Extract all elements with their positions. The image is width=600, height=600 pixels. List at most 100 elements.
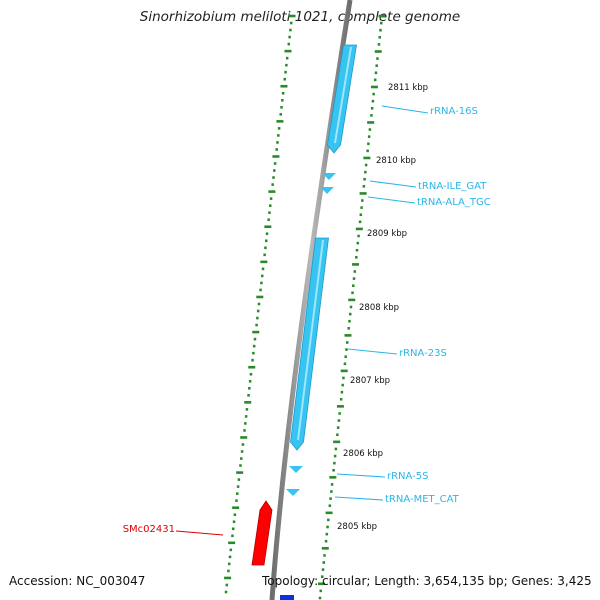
rrna-23s-leader (347, 348, 398, 355)
outer-track-tick (228, 555, 232, 559)
inner-track-tick (340, 390, 344, 394)
inner-track-tick (322, 561, 326, 564)
inner-track-tick (336, 426, 340, 429)
inner-track-tick (371, 99, 375, 103)
rrna-5s-feature (289, 466, 303, 473)
outer-track-tick (236, 485, 240, 488)
outer-track-tick (273, 162, 277, 165)
inner-track-tick (333, 461, 336, 465)
outer-track-tick (273, 169, 276, 172)
outer-track-tick (239, 464, 242, 467)
inner-track-tick (352, 277, 356, 280)
outer-track-tick (264, 246, 267, 250)
kbp-label: 2810 kbp (376, 156, 416, 166)
inner-track-tick (321, 568, 325, 571)
inner-track-tick (319, 589, 323, 593)
outer-track-tick (289, 28, 292, 32)
outer-track-tick (272, 155, 280, 158)
outer-track-tick (248, 379, 252, 383)
inner-track-tick (376, 57, 379, 60)
trna-ala-tgc-label[interactable]: tRNA-ALA_TGC (417, 197, 491, 208)
outer-track-tick (240, 436, 248, 439)
topology-text: Topology: circular; Length: 3,654,135 bp… (262, 574, 592, 588)
inner-track-tick (364, 170, 367, 174)
inner-track-tick (333, 440, 341, 444)
inner-track-tick (363, 156, 371, 160)
outer-track-tick (276, 141, 279, 144)
outer-track-tick (265, 232, 269, 236)
inner-track-tick (370, 106, 374, 110)
outer-track-tick (247, 394, 250, 397)
smc02431-feature (251, 500, 273, 566)
inner-track-tick (352, 263, 360, 266)
trna-met-cat-label[interactable]: tRNA-MET_CAT (385, 494, 460, 505)
outer-track-tick (279, 113, 282, 116)
kbp-label: 2809 kbp (367, 229, 407, 239)
inner-track-tick (366, 149, 369, 153)
outer-track-tick (256, 295, 264, 299)
genome-backbone (269, 0, 353, 600)
outer-track-tick (252, 330, 260, 334)
inner-track-tick (339, 397, 343, 401)
rrna-23s-label[interactable]: rRNA-23S (399, 348, 447, 359)
outer-track-tick (227, 562, 231, 566)
inner-track-tick (345, 348, 348, 351)
outer-track-tick (228, 541, 236, 545)
outer-track-tick (232, 506, 240, 510)
outer-track-tick (241, 443, 245, 446)
rrna-5s-label[interactable]: rRNA-5S (387, 471, 428, 482)
rrna-16s-label[interactable]: rRNA-16S (430, 106, 478, 117)
kbp-label: 2805 kbp (337, 522, 377, 532)
outer-track-tick (281, 91, 285, 95)
inner-track-tick (321, 547, 329, 550)
inner-track-tick (355, 256, 358, 259)
smc02431-label[interactable]: SMc02431 (123, 524, 175, 535)
outer-track-tick (244, 401, 252, 404)
inner-track-tick (337, 419, 341, 422)
outer-track-tick (252, 344, 256, 348)
outer-track-tick (233, 513, 237, 517)
inner-track-tick (338, 412, 341, 415)
inner-track-tick (355, 248, 359, 252)
inner-track-tick (342, 376, 345, 380)
inner-track-tick (363, 177, 366, 181)
outer-track-tick (255, 323, 258, 327)
outer-track-tick (240, 457, 243, 460)
outer-track-tick (288, 35, 291, 39)
inner-track-tick (374, 50, 382, 53)
inner-track-tick (344, 334, 352, 337)
inner-track-tick (367, 121, 375, 124)
outer-track-tick (251, 358, 254, 362)
outer-track-tick (280, 84, 288, 88)
inner-track-tick (362, 185, 366, 188)
inner-track-tick (367, 142, 370, 146)
outer-track-tick (236, 492, 239, 495)
outer-track-tick (256, 316, 259, 320)
outer-track-tick (260, 274, 264, 278)
trna-met-cat-feature (286, 489, 300, 496)
feature-track (251, 44, 357, 566)
outer-track-tick (224, 576, 232, 580)
inner-track-tick (357, 234, 360, 238)
outer-track-tick (285, 56, 289, 60)
inner-track-tick (344, 355, 347, 358)
inner-track-tick (356, 241, 360, 245)
outer-track-tick (260, 260, 268, 264)
kbp-label: 2806 kbp (343, 449, 383, 459)
outer-track-tick (235, 499, 238, 502)
inner-track-tick (347, 326, 350, 330)
outer-track-tick (276, 120, 284, 123)
trna-ile-gat-label[interactable]: tRNA-ILE_GAT (418, 181, 487, 192)
outer-track-tick (261, 267, 265, 271)
inner-track-tick (329, 476, 337, 479)
outer-track-tick (229, 548, 233, 552)
inner-track-tick (377, 43, 381, 46)
inner-track-tick (351, 291, 354, 295)
outer-track-tick (284, 49, 292, 53)
inner-track-tick (355, 227, 363, 231)
outer-track-tick (281, 98, 284, 102)
outer-track-tick (264, 239, 268, 243)
outer-track-tick (248, 386, 251, 390)
rrna-23s-feature-highlight (297, 239, 324, 441)
